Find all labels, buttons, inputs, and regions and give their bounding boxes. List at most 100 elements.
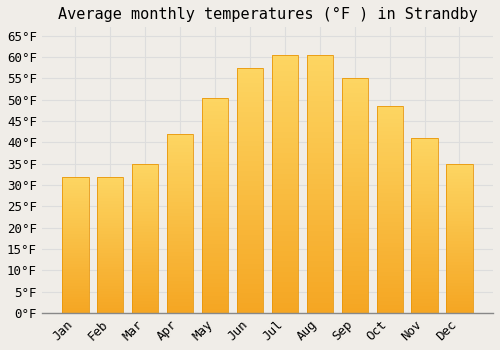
Bar	[376, 264, 402, 268]
Bar	[237, 195, 263, 200]
Bar	[446, 179, 472, 182]
Bar	[97, 261, 124, 264]
Bar	[306, 241, 333, 246]
Bar	[376, 305, 402, 309]
Bar	[412, 303, 438, 306]
Bar	[412, 191, 438, 194]
Bar	[272, 246, 298, 251]
Bar	[167, 184, 193, 188]
Bar	[132, 262, 158, 265]
Bar	[97, 215, 124, 218]
Bar	[237, 161, 263, 166]
Bar	[97, 256, 124, 259]
Bar	[412, 170, 438, 173]
Bar	[342, 191, 368, 196]
Bar	[97, 223, 124, 226]
Bar	[272, 169, 298, 174]
Bar	[97, 226, 124, 229]
Bar	[412, 243, 438, 247]
Bar	[342, 78, 368, 83]
Bar	[167, 263, 193, 266]
Bar	[132, 220, 158, 224]
Bar	[306, 277, 333, 282]
Bar	[97, 286, 124, 288]
Bar	[342, 172, 368, 177]
Bar	[167, 281, 193, 285]
Bar	[62, 229, 88, 231]
Bar	[202, 205, 228, 210]
Bar	[376, 185, 402, 189]
Bar	[132, 295, 158, 298]
Bar	[237, 274, 263, 279]
Bar	[342, 219, 368, 224]
Bar	[272, 184, 298, 189]
Bar	[202, 214, 228, 218]
Bar	[62, 177, 88, 179]
Bar	[202, 167, 228, 171]
Bar	[202, 111, 228, 115]
Bar	[132, 236, 158, 238]
Bar	[97, 234, 124, 237]
Bar	[272, 282, 298, 287]
Bar	[412, 145, 438, 149]
Bar	[412, 292, 438, 296]
Bar	[202, 296, 228, 300]
Bar	[62, 231, 88, 234]
Bar	[412, 156, 438, 159]
Bar	[272, 81, 298, 86]
Bar	[202, 304, 228, 309]
Bar	[412, 264, 438, 268]
Bar	[412, 142, 438, 145]
Bar	[342, 280, 368, 285]
Bar	[62, 188, 88, 190]
Bar	[62, 237, 88, 239]
Bar	[446, 244, 472, 247]
Bar	[97, 198, 124, 201]
Bar	[306, 132, 333, 138]
Bar	[97, 193, 124, 196]
Bar	[376, 301, 402, 305]
Bar	[342, 111, 368, 116]
Bar	[272, 272, 298, 277]
Bar	[97, 218, 124, 220]
Bar	[132, 188, 158, 191]
Bar	[132, 164, 158, 313]
Bar	[167, 163, 193, 166]
Bar	[342, 149, 368, 154]
Bar	[202, 218, 228, 223]
Bar	[376, 173, 402, 176]
Bar	[97, 259, 124, 261]
Bar	[376, 148, 402, 152]
Bar	[272, 298, 298, 303]
Bar	[97, 182, 124, 185]
Bar	[306, 298, 333, 303]
Bar	[272, 189, 298, 194]
Bar	[412, 198, 438, 201]
Bar	[376, 164, 402, 168]
Bar	[342, 144, 368, 149]
Bar	[412, 240, 438, 243]
Bar	[272, 76, 298, 81]
Bar	[167, 231, 193, 234]
Bar	[376, 110, 402, 114]
Bar	[237, 200, 263, 205]
Bar	[412, 166, 438, 170]
Bar	[237, 299, 263, 303]
Bar	[237, 269, 263, 274]
Bar	[97, 308, 124, 310]
Bar	[272, 267, 298, 272]
Bar	[167, 248, 193, 252]
Bar	[132, 247, 158, 250]
Bar	[202, 158, 228, 162]
Bar	[62, 220, 88, 223]
Bar	[446, 298, 472, 301]
Bar	[446, 167, 472, 170]
Bar	[62, 250, 88, 253]
Bar	[376, 152, 402, 156]
Bar	[272, 277, 298, 282]
Bar	[202, 98, 228, 313]
Bar	[132, 277, 158, 280]
Bar	[202, 106, 228, 111]
Bar	[237, 92, 263, 97]
Bar	[446, 259, 472, 262]
